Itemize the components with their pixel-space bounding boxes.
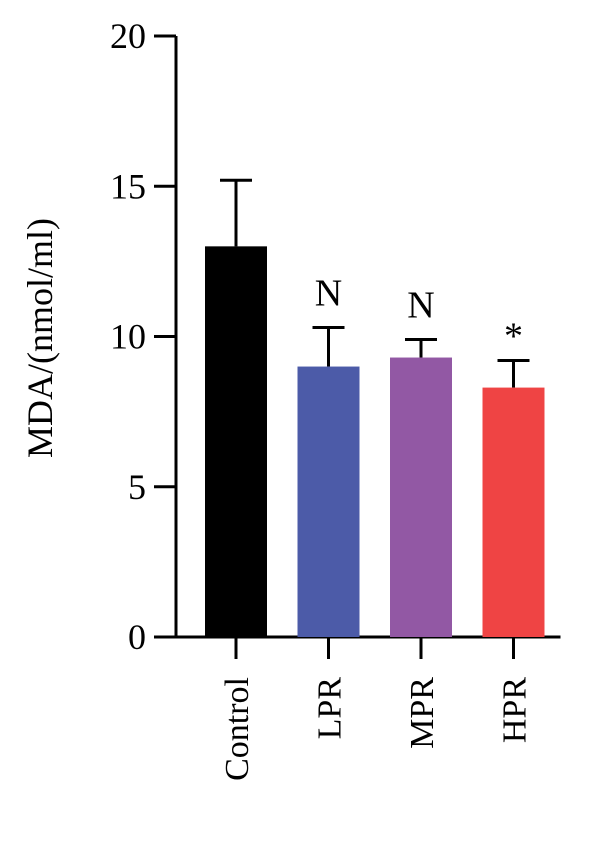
significance-annotation: N: [407, 285, 434, 327]
bar-lpr: [297, 366, 360, 637]
significance-annotation: N: [315, 272, 342, 314]
bar-mpr: [390, 357, 452, 637]
bar-hpr: [482, 387, 545, 637]
bar-control: [205, 246, 267, 637]
x-tick-label: LPR: [312, 677, 349, 740]
y-tick-label: 20: [110, 16, 146, 56]
x-tick-label: MPR: [404, 677, 441, 749]
y-tick-label: 10: [110, 317, 146, 357]
x-tick-label: HPR: [497, 677, 534, 743]
y-tick-label: 0: [128, 617, 146, 657]
x-tick-label: Control: [219, 677, 256, 781]
y-tick-label: 15: [110, 166, 146, 206]
y-axis-label: MDA/(nmol/ml): [20, 218, 60, 458]
plot-area: 0 5 10 15 20 Control LPR N MPR N HPR *: [110, 16, 561, 781]
y-tick-label: 5: [128, 467, 146, 507]
significance-annotation: *: [504, 316, 523, 358]
